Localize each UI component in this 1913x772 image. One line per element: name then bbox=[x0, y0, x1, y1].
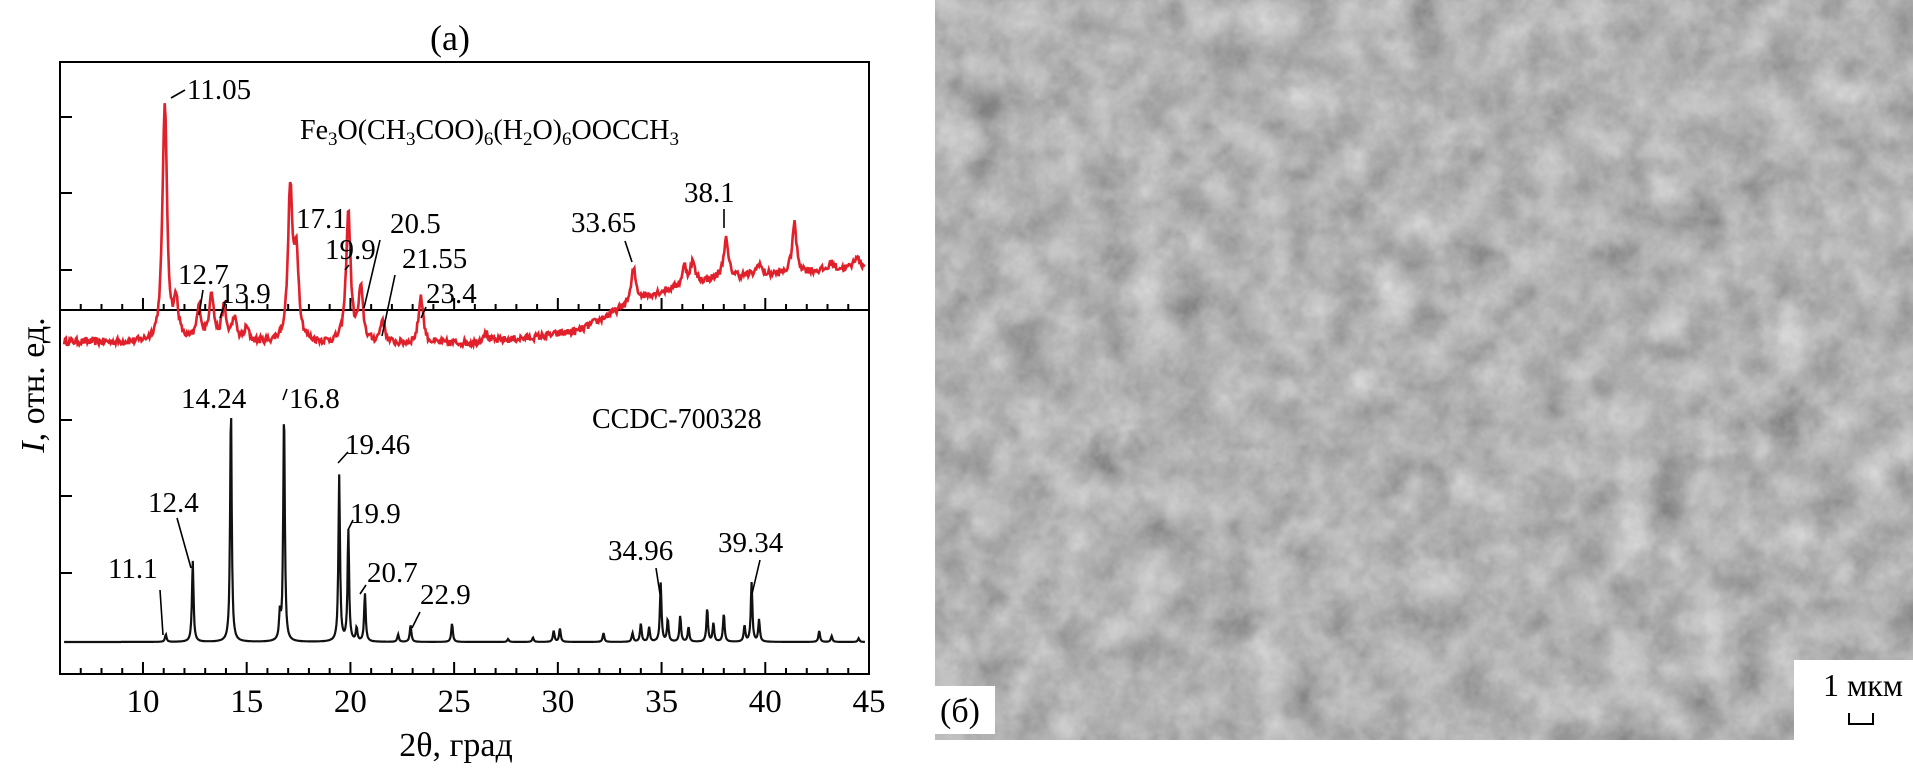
peak-label-calculated: 39.34 bbox=[718, 527, 784, 559]
peak-leader-experimental bbox=[624, 240, 633, 263]
peak-leader-experimental bbox=[344, 264, 350, 271]
peak-label-experimental: 21.55 bbox=[402, 243, 467, 275]
peak-leader-calculated bbox=[751, 559, 761, 595]
peak-label-calculated: 19.9 bbox=[350, 498, 401, 530]
peak-leader-calculated bbox=[282, 388, 288, 401]
peak-label-calculated: 12.4 bbox=[148, 487, 199, 519]
peak-label-experimental: 33.65 bbox=[571, 207, 636, 239]
scale-bar-box bbox=[1794, 660, 1913, 740]
peak-label-experimental: 19.9 bbox=[325, 234, 376, 266]
peak-leader-calculated bbox=[176, 517, 192, 569]
peak-label-experimental: 17.1 bbox=[296, 203, 347, 235]
scale-bar-label: 1 мкм bbox=[1823, 667, 1903, 703]
series-experimental-line bbox=[62, 103, 866, 351]
x-tick-label: 15 bbox=[230, 684, 263, 720]
chart-axes: 10 15 20 25 30 35 40 45 bbox=[59, 61, 886, 720]
series-calculated-line bbox=[64, 418, 865, 644]
peak-label-calculated: 14.24 bbox=[181, 383, 247, 415]
peak-label-experimental: 12.7 bbox=[178, 259, 229, 291]
x-tick-label: 40 bbox=[749, 684, 782, 720]
peak-leader-calculated bbox=[347, 519, 354, 531]
scale-bar bbox=[1848, 713, 1874, 725]
chart-plot-area: Fe3O(CH3COO)6(H2O)6OOCCH3 CCDC-700328 11.0… bbox=[62, 74, 866, 644]
y-axis-label-units: , отн. ед. bbox=[15, 317, 52, 441]
x-tick-label: 35 bbox=[645, 684, 678, 720]
peak-leader-calculated bbox=[337, 451, 349, 464]
peak-label-experimental: 23.4 bbox=[426, 278, 477, 310]
peak-leader-experimental bbox=[420, 306, 427, 319]
xrd-chart: (а) 10 15 20 25 30 35 40 45 Fe3O(CH3COO)6(H2O)6… bbox=[15, 18, 886, 764]
peak-label-experimental: 38.1 bbox=[684, 177, 735, 209]
y-axis-label-symbol: I bbox=[15, 440, 52, 454]
peak-label-experimental: 11.05 bbox=[187, 74, 251, 106]
peak-label-calculated: 20.7 bbox=[367, 557, 418, 589]
xrd-chart-panel: (а) 10 15 20 25 30 35 40 45 Fe3O(CH3COO)6(H2O)6… bbox=[0, 0, 930, 767]
peak-label-experimental: 20.5 bbox=[390, 208, 441, 240]
sem-fine-texture bbox=[935, 0, 1913, 740]
series-name-calculated: CCDC-700328 bbox=[592, 404, 762, 435]
x-tick-label: 20 bbox=[334, 684, 367, 720]
peak-leader-experimental bbox=[198, 289, 204, 316]
peak-leader-experimental bbox=[170, 89, 186, 99]
sem-image-panel: (б) 1 мкм bbox=[930, 0, 1913, 767]
plot-frame bbox=[59, 61, 870, 675]
y-axis-label: I, отн. ед. bbox=[15, 317, 52, 453]
peak-leader-calculated bbox=[655, 567, 661, 595]
panel-a-label: (а) bbox=[430, 18, 470, 58]
peak-leader-experimental bbox=[219, 299, 227, 319]
x-tick-label: 10 bbox=[126, 684, 159, 720]
x-axis-label: 2θ, град bbox=[399, 727, 513, 764]
x-tick-label: 25 bbox=[438, 684, 471, 720]
panel-b-label-box bbox=[935, 686, 995, 734]
peak-leader-calculated bbox=[359, 584, 367, 595]
peak-label-calculated: 16.8 bbox=[289, 383, 340, 415]
x-tick-label: 45 bbox=[853, 684, 886, 720]
panel-b-label: (б) bbox=[940, 693, 980, 730]
peak-label-calculated: 34.96 bbox=[608, 535, 673, 567]
peak-label-calculated: 11.1 bbox=[108, 553, 158, 585]
peak-leader-calculated bbox=[411, 611, 421, 629]
sem-micrograph: (б) 1 мкм bbox=[930, 0, 1913, 767]
x-tick-label: 30 bbox=[541, 684, 574, 720]
peak-leader-experimental bbox=[363, 239, 381, 309]
peak-leader-calculated bbox=[159, 589, 164, 636]
peak-label-experimental: 13.9 bbox=[220, 278, 271, 310]
peak-label-calculated: 19.46 bbox=[345, 429, 410, 461]
peak-leader-experimental bbox=[381, 274, 396, 337]
peak-label-calculated: 22.9 bbox=[420, 579, 471, 611]
series-name-experimental: Fe3O(CH3COO)6(H2O)6OOCCH3 bbox=[300, 115, 679, 150]
